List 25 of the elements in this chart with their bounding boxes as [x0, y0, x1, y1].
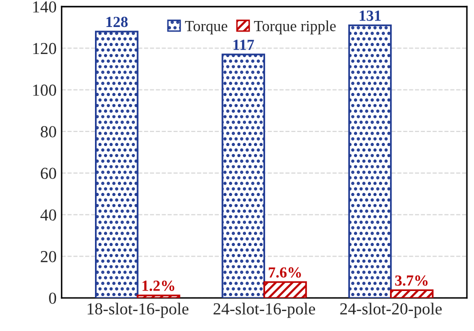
- bar: [136, 294, 180, 298]
- legend-label: Torque ripple: [254, 20, 336, 34]
- data-label: 128: [106, 16, 128, 28]
- y-tick-label: 0: [49, 292, 56, 304]
- y-tick-label: 40: [40, 209, 56, 221]
- data-label: 7.6%: [268, 267, 301, 278]
- bar: [94, 30, 138, 298]
- x-tick-label: 18-slot-16-pole: [88, 302, 188, 318]
- legend-label: Torque: [185, 21, 228, 34]
- bar: [348, 24, 392, 298]
- x-tick-label: 24-slot-20-pole: [340, 302, 442, 318]
- data-label: 3.7%: [395, 275, 428, 286]
- y-tick-label: 60: [40, 168, 56, 180]
- y-tick-label: 120: [33, 42, 56, 54]
- bar: [263, 281, 307, 298]
- data-label: 117: [234, 40, 254, 50]
- y-tick-label: 20: [40, 250, 56, 262]
- bar: [390, 289, 434, 298]
- bar: [222, 54, 266, 298]
- data-label: 1.2%: [142, 280, 174, 291]
- x-tick-label: 24-slot-16-pole: [214, 302, 316, 318]
- y-tick-label: 100: [33, 84, 56, 96]
- y-tick-label: 140: [33, 1, 56, 13]
- y-tick-label: 80: [40, 126, 56, 138]
- data-label: 131: [360, 10, 381, 21]
